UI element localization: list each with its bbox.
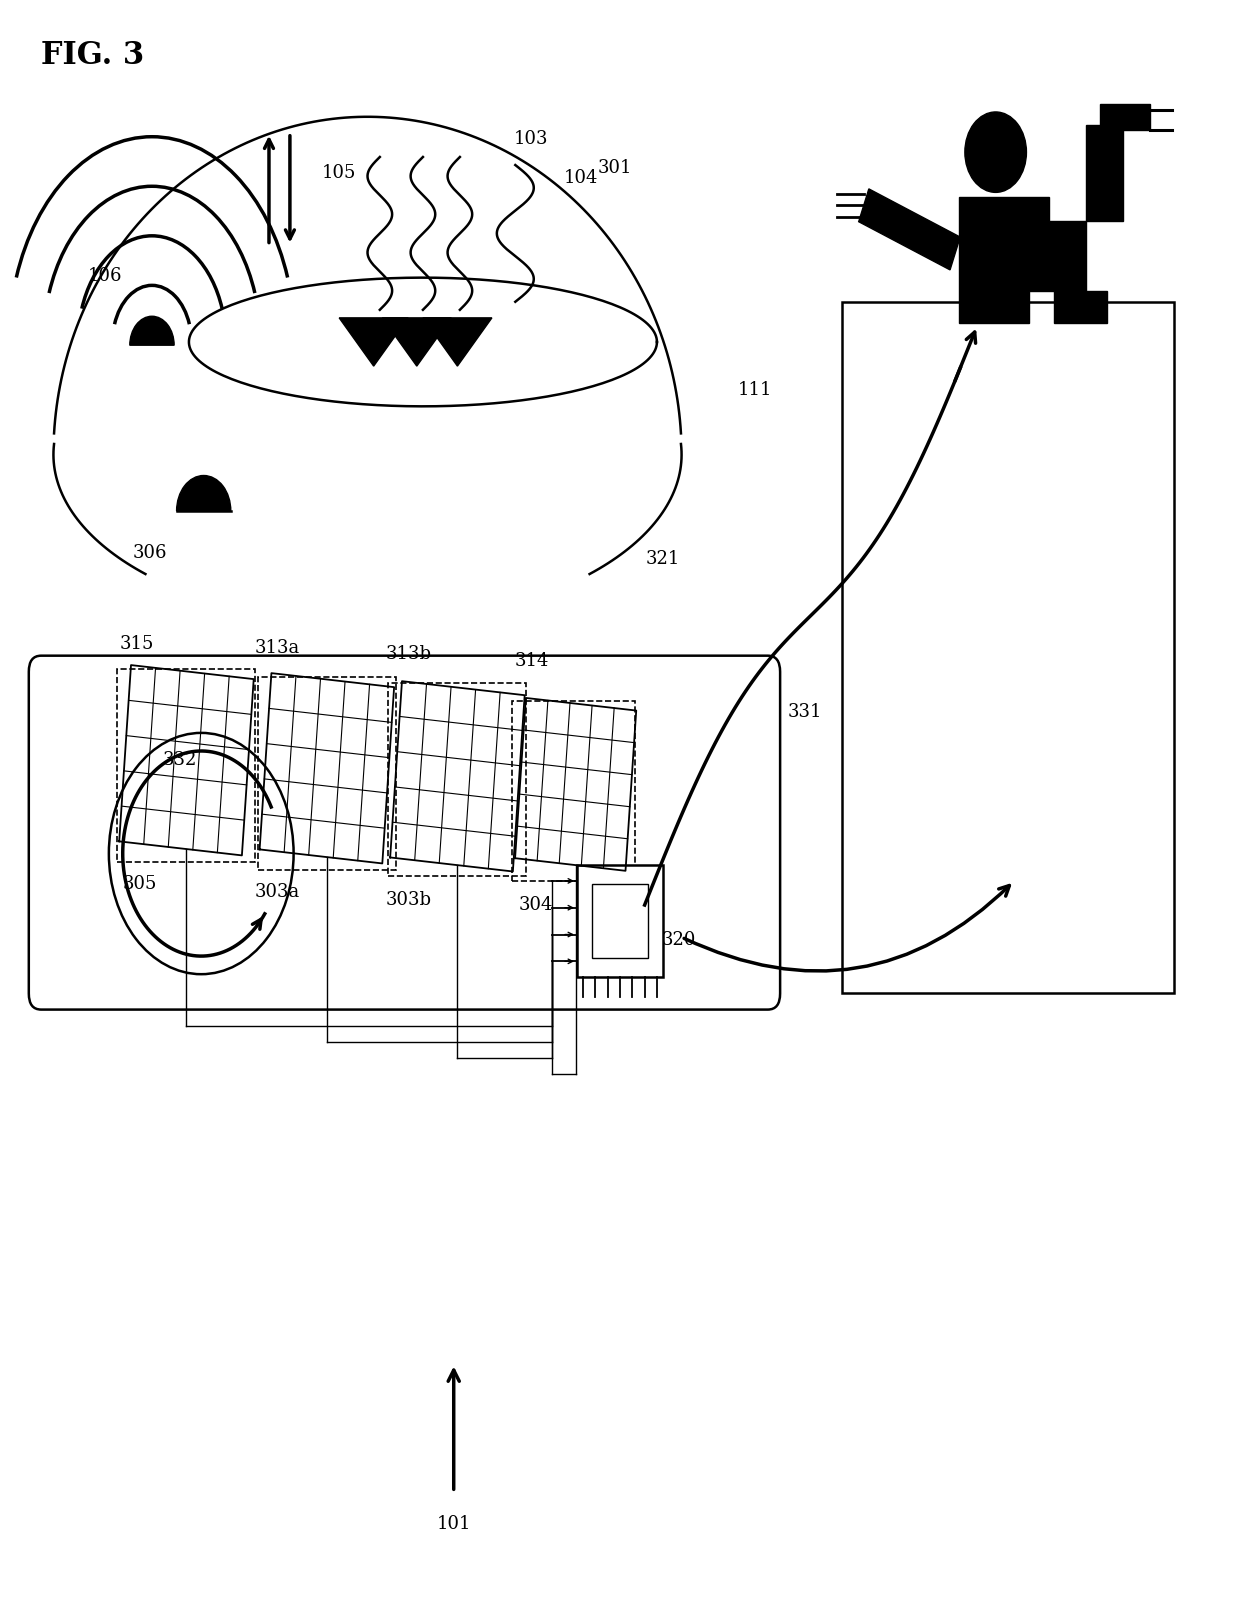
- Polygon shape: [959, 197, 1106, 323]
- Bar: [1085, 125, 1122, 222]
- Bar: [258, 676, 396, 870]
- Text: 306: 306: [133, 543, 166, 561]
- Text: 314: 314: [515, 652, 548, 669]
- Text: 321: 321: [646, 550, 681, 568]
- Wedge shape: [130, 317, 174, 344]
- Wedge shape: [176, 475, 231, 511]
- Text: 305: 305: [123, 875, 156, 893]
- Polygon shape: [382, 319, 451, 365]
- Text: 106: 106: [88, 267, 123, 285]
- Text: 332: 332: [164, 752, 197, 770]
- Bar: [118, 668, 255, 862]
- Text: 315: 315: [120, 635, 154, 653]
- Text: 313b: 313b: [386, 645, 432, 663]
- Text: 103: 103: [515, 131, 548, 149]
- Bar: [1100, 103, 1149, 129]
- Text: FIG. 3: FIG. 3: [41, 39, 144, 71]
- Polygon shape: [858, 189, 960, 270]
- Text: 303a: 303a: [255, 883, 300, 901]
- FancyBboxPatch shape: [29, 655, 780, 1009]
- Circle shape: [965, 112, 1027, 192]
- Bar: [591, 884, 649, 959]
- Text: 331: 331: [787, 703, 822, 721]
- Bar: [512, 700, 635, 881]
- Text: 303b: 303b: [386, 891, 432, 909]
- Polygon shape: [423, 319, 492, 365]
- Text: 301: 301: [598, 158, 632, 178]
- Text: 304: 304: [520, 896, 553, 914]
- Bar: [842, 302, 1174, 993]
- Text: 101: 101: [436, 1515, 471, 1533]
- Text: 105: 105: [322, 163, 356, 183]
- Text: 104: 104: [563, 168, 598, 188]
- Text: 320: 320: [662, 931, 697, 949]
- Bar: [388, 682, 527, 876]
- Bar: [577, 865, 663, 977]
- Polygon shape: [340, 319, 408, 365]
- Text: 111: 111: [738, 382, 773, 399]
- Text: 313a: 313a: [255, 639, 300, 657]
